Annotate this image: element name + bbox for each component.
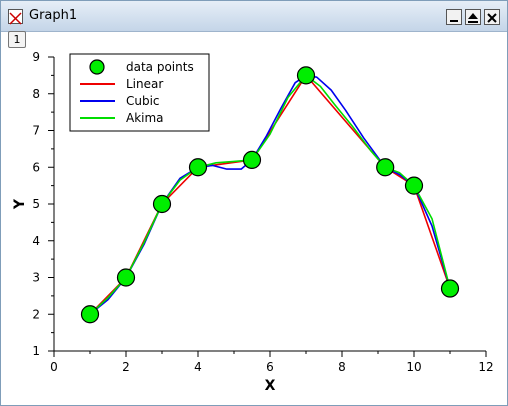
y-tick-label: 3 <box>32 271 40 285</box>
x-tick-label: 12 <box>478 360 493 374</box>
x-tick-label: 4 <box>194 360 202 374</box>
x-axis-title: X <box>265 378 276 394</box>
chart-markers <box>80 66 460 324</box>
y-axis-title: Y <box>12 198 28 210</box>
legend-label: data points <box>126 60 194 74</box>
legend-label: Linear <box>126 77 163 91</box>
legend-label: Cubic <box>126 94 160 108</box>
y-tick-label: 4 <box>32 234 40 248</box>
data-point <box>376 158 395 177</box>
y-tick-label: 5 <box>32 197 40 211</box>
data-point <box>242 150 262 169</box>
data-point <box>152 194 172 214</box>
minimize-button[interactable] <box>446 9 462 25</box>
chart-legend[interactable]: data points Linear Cubic Akima <box>69 53 210 132</box>
y-tick-label: 6 <box>32 160 40 174</box>
y-tick-label: 9 <box>32 50 40 64</box>
x-tick-label: 8 <box>338 360 346 374</box>
restore-icon <box>468 13 478 23</box>
x-tick-label: 10 <box>406 360 421 374</box>
y-tick-label: 7 <box>32 124 40 138</box>
data-point <box>80 305 100 324</box>
close-button[interactable] <box>484 9 500 25</box>
minimize-icon <box>450 20 458 22</box>
graph-window-icon[interactable] <box>8 9 23 25</box>
y-tick-label: 1 <box>32 344 40 358</box>
x-tick-label: 6 <box>266 360 274 374</box>
y-tick-label: 2 <box>32 307 40 321</box>
data-point <box>404 176 424 195</box>
data-point <box>116 268 136 287</box>
x-tick-label: 2 <box>122 360 130 374</box>
y-tick-label: 8 <box>32 87 40 101</box>
title-bar[interactable]: Graph1 <box>1 1 507 32</box>
legend-label: Akima <box>126 111 164 125</box>
restore-button[interactable] <box>465 9 481 25</box>
legend-marker <box>89 59 105 75</box>
x-tick-label: 0 <box>50 360 58 374</box>
data-point <box>188 158 208 177</box>
data-point <box>296 66 316 85</box>
data-point <box>440 279 460 298</box>
close-icon <box>487 13 497 23</box>
layer-1-tab[interactable]: 1 <box>8 31 26 48</box>
window-title: Graph1 <box>29 8 78 23</box>
